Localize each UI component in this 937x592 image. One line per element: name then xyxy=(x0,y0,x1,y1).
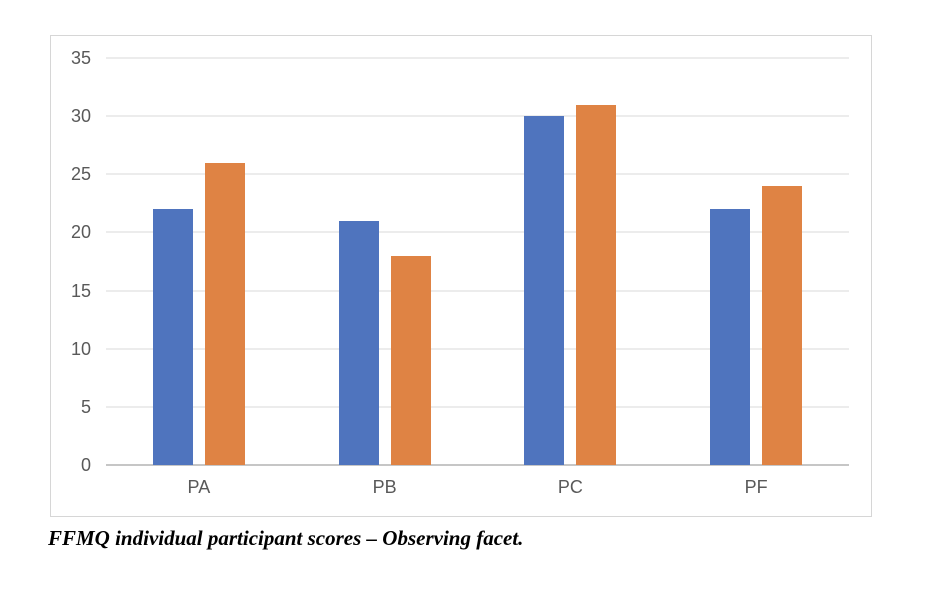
gridlines-layer xyxy=(106,57,849,466)
category-group-pc xyxy=(478,58,664,465)
bar-blue-pc xyxy=(524,116,565,465)
chart-container: 0 5 10 15 20 25 30 35 PA PB PC PF xyxy=(50,35,872,517)
category-group-pf xyxy=(663,58,849,465)
gridline xyxy=(106,115,849,117)
y-tick-label: 25 xyxy=(70,164,91,185)
y-tick-label: 35 xyxy=(70,48,91,68)
x-tick-label: PC xyxy=(557,477,583,497)
gridline xyxy=(106,173,849,175)
gridline xyxy=(106,348,849,350)
y-tick-label: 30 xyxy=(70,106,91,127)
plot-area xyxy=(106,57,849,466)
y-tick-label: 15 xyxy=(70,280,91,301)
bar-blue-pf xyxy=(710,209,751,465)
bar-orange-pb xyxy=(390,255,431,465)
y-tick-label: 5 xyxy=(80,396,91,417)
category-group-pb xyxy=(292,58,478,465)
bars-layer xyxy=(106,58,849,465)
x-tick-label: PB xyxy=(372,477,397,497)
x-tick-label: PF xyxy=(744,477,768,497)
x-axis-line xyxy=(106,464,849,466)
bar-blue-pa xyxy=(152,209,193,465)
gridline xyxy=(106,290,849,292)
y-tick-label: 10 xyxy=(70,338,91,359)
bar-blue-pb xyxy=(338,220,379,465)
gridline xyxy=(106,231,849,233)
bar-orange-pf xyxy=(762,185,803,465)
gridline xyxy=(106,57,849,59)
figure-caption: FFMQ individual participant scores – Obs… xyxy=(48,526,524,550)
y-tick-label: 20 xyxy=(70,222,91,243)
x-tick-label: PA xyxy=(187,477,211,497)
gridline xyxy=(106,406,849,408)
bar-orange-pa xyxy=(204,162,245,465)
x-axis-labels: PA PB PC PF xyxy=(106,477,849,498)
category-group-pa xyxy=(106,58,292,465)
bar-orange-pc xyxy=(576,104,617,465)
y-tick-label: 0 xyxy=(80,455,91,475)
y-axis-labels: 0 5 10 15 20 25 30 35 xyxy=(51,49,93,474)
